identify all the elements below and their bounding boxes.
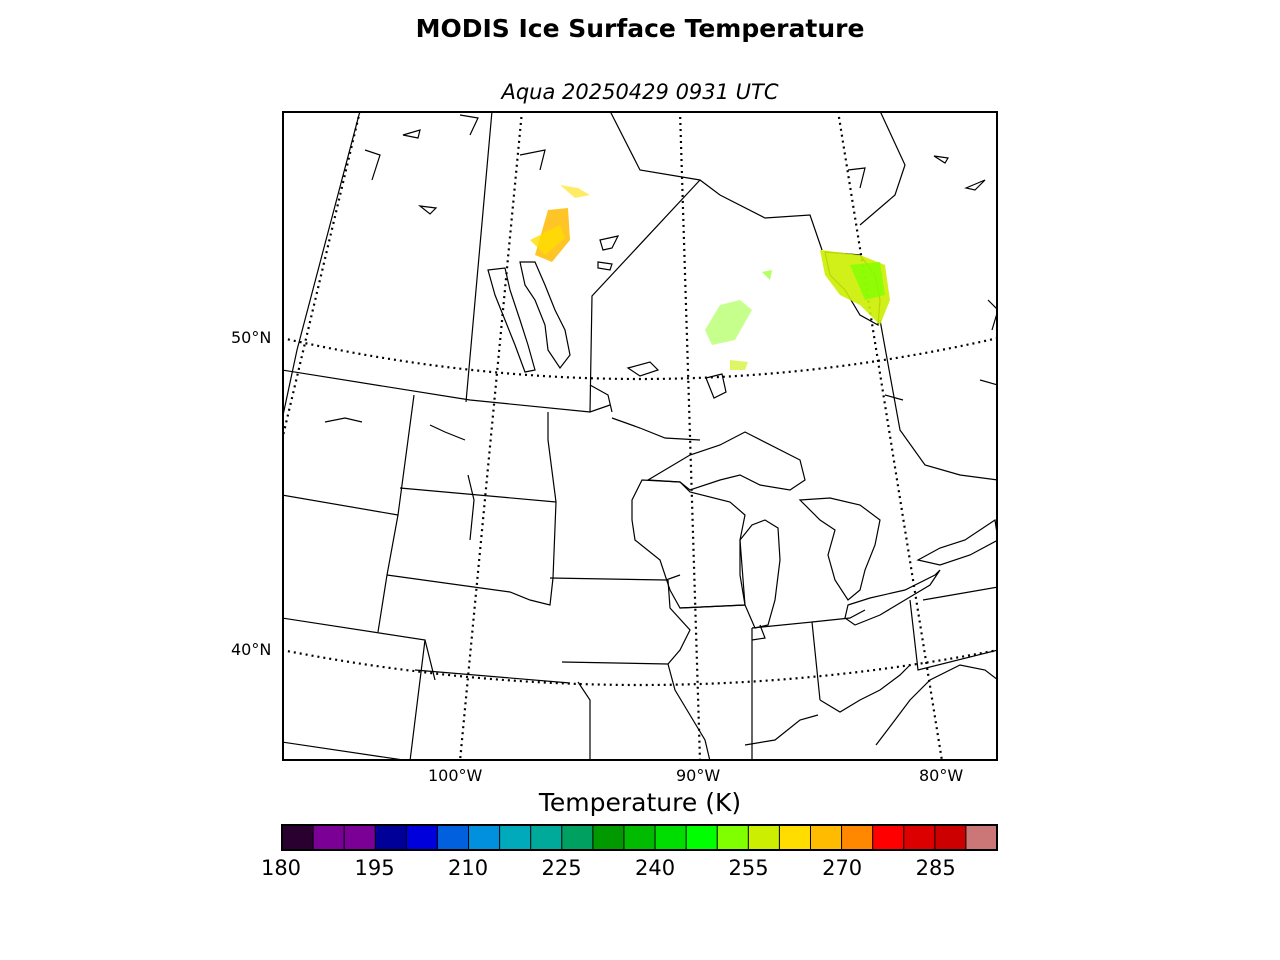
colorbar-segment	[406, 825, 438, 850]
lon-label-100w: 100°W	[428, 766, 483, 785]
colorbar-tick-label: 180	[260, 856, 302, 880]
colorbar-segment	[841, 825, 874, 850]
colorbar-segment	[965, 825, 998, 850]
colorbar-segment	[313, 825, 345, 850]
colorbar-segment	[655, 825, 687, 850]
colorbar-tick-label: 225	[541, 856, 582, 880]
political-borders	[284, 113, 996, 759]
graticule	[284, 113, 996, 759]
colorbar-tick-label: 270	[822, 856, 863, 880]
lon-label-80w: 80°W	[919, 766, 964, 785]
lon-label-90w: 90°W	[676, 766, 721, 785]
colorbar-segment	[748, 825, 780, 850]
colorbar-segment	[810, 825, 843, 850]
colorbar-segment	[623, 825, 656, 850]
plot-subtitle: Aqua 20250429 0931 UTC	[501, 80, 779, 104]
colorbar-segment	[872, 825, 905, 850]
canadian-lakes	[324, 114, 996, 541]
lat-label-40: 40°N	[231, 640, 272, 659]
colorbar-segment	[282, 825, 314, 850]
colorbar-segment	[437, 825, 470, 850]
colorbar-tick-label: 255	[728, 856, 769, 880]
colorbar-tick-label: 285	[915, 856, 956, 880]
colorbar-segment	[468, 825, 501, 850]
plot-title: MODIS Ice Surface Temperature	[415, 14, 865, 43]
colorbar-segment	[717, 825, 749, 850]
colorbar-segment	[561, 825, 594, 850]
colorbar-title: Temperature (K)	[538, 788, 742, 817]
ice-temperature-pixels	[530, 185, 890, 370]
colorbar	[281, 824, 998, 851]
lat-label-50: 50°N	[231, 328, 272, 347]
colorbar-segment	[592, 825, 625, 850]
colorbar-segment	[934, 825, 967, 850]
colorbar-tick-label: 195	[354, 856, 395, 880]
colorbar-segment	[375, 825, 407, 850]
colorbar-segment	[344, 825, 376, 850]
colorbar-segment	[779, 825, 811, 850]
colorbar-segment	[903, 825, 936, 850]
colorbar-segment	[530, 825, 563, 850]
map-panel	[282, 111, 998, 761]
colorbar-tick-label: 210	[447, 856, 489, 880]
great-lakes	[631, 431, 996, 641]
colorbar-segment	[686, 825, 718, 850]
colorbar-segment	[499, 825, 532, 850]
colorbar-tick-label: 240	[635, 856, 676, 880]
